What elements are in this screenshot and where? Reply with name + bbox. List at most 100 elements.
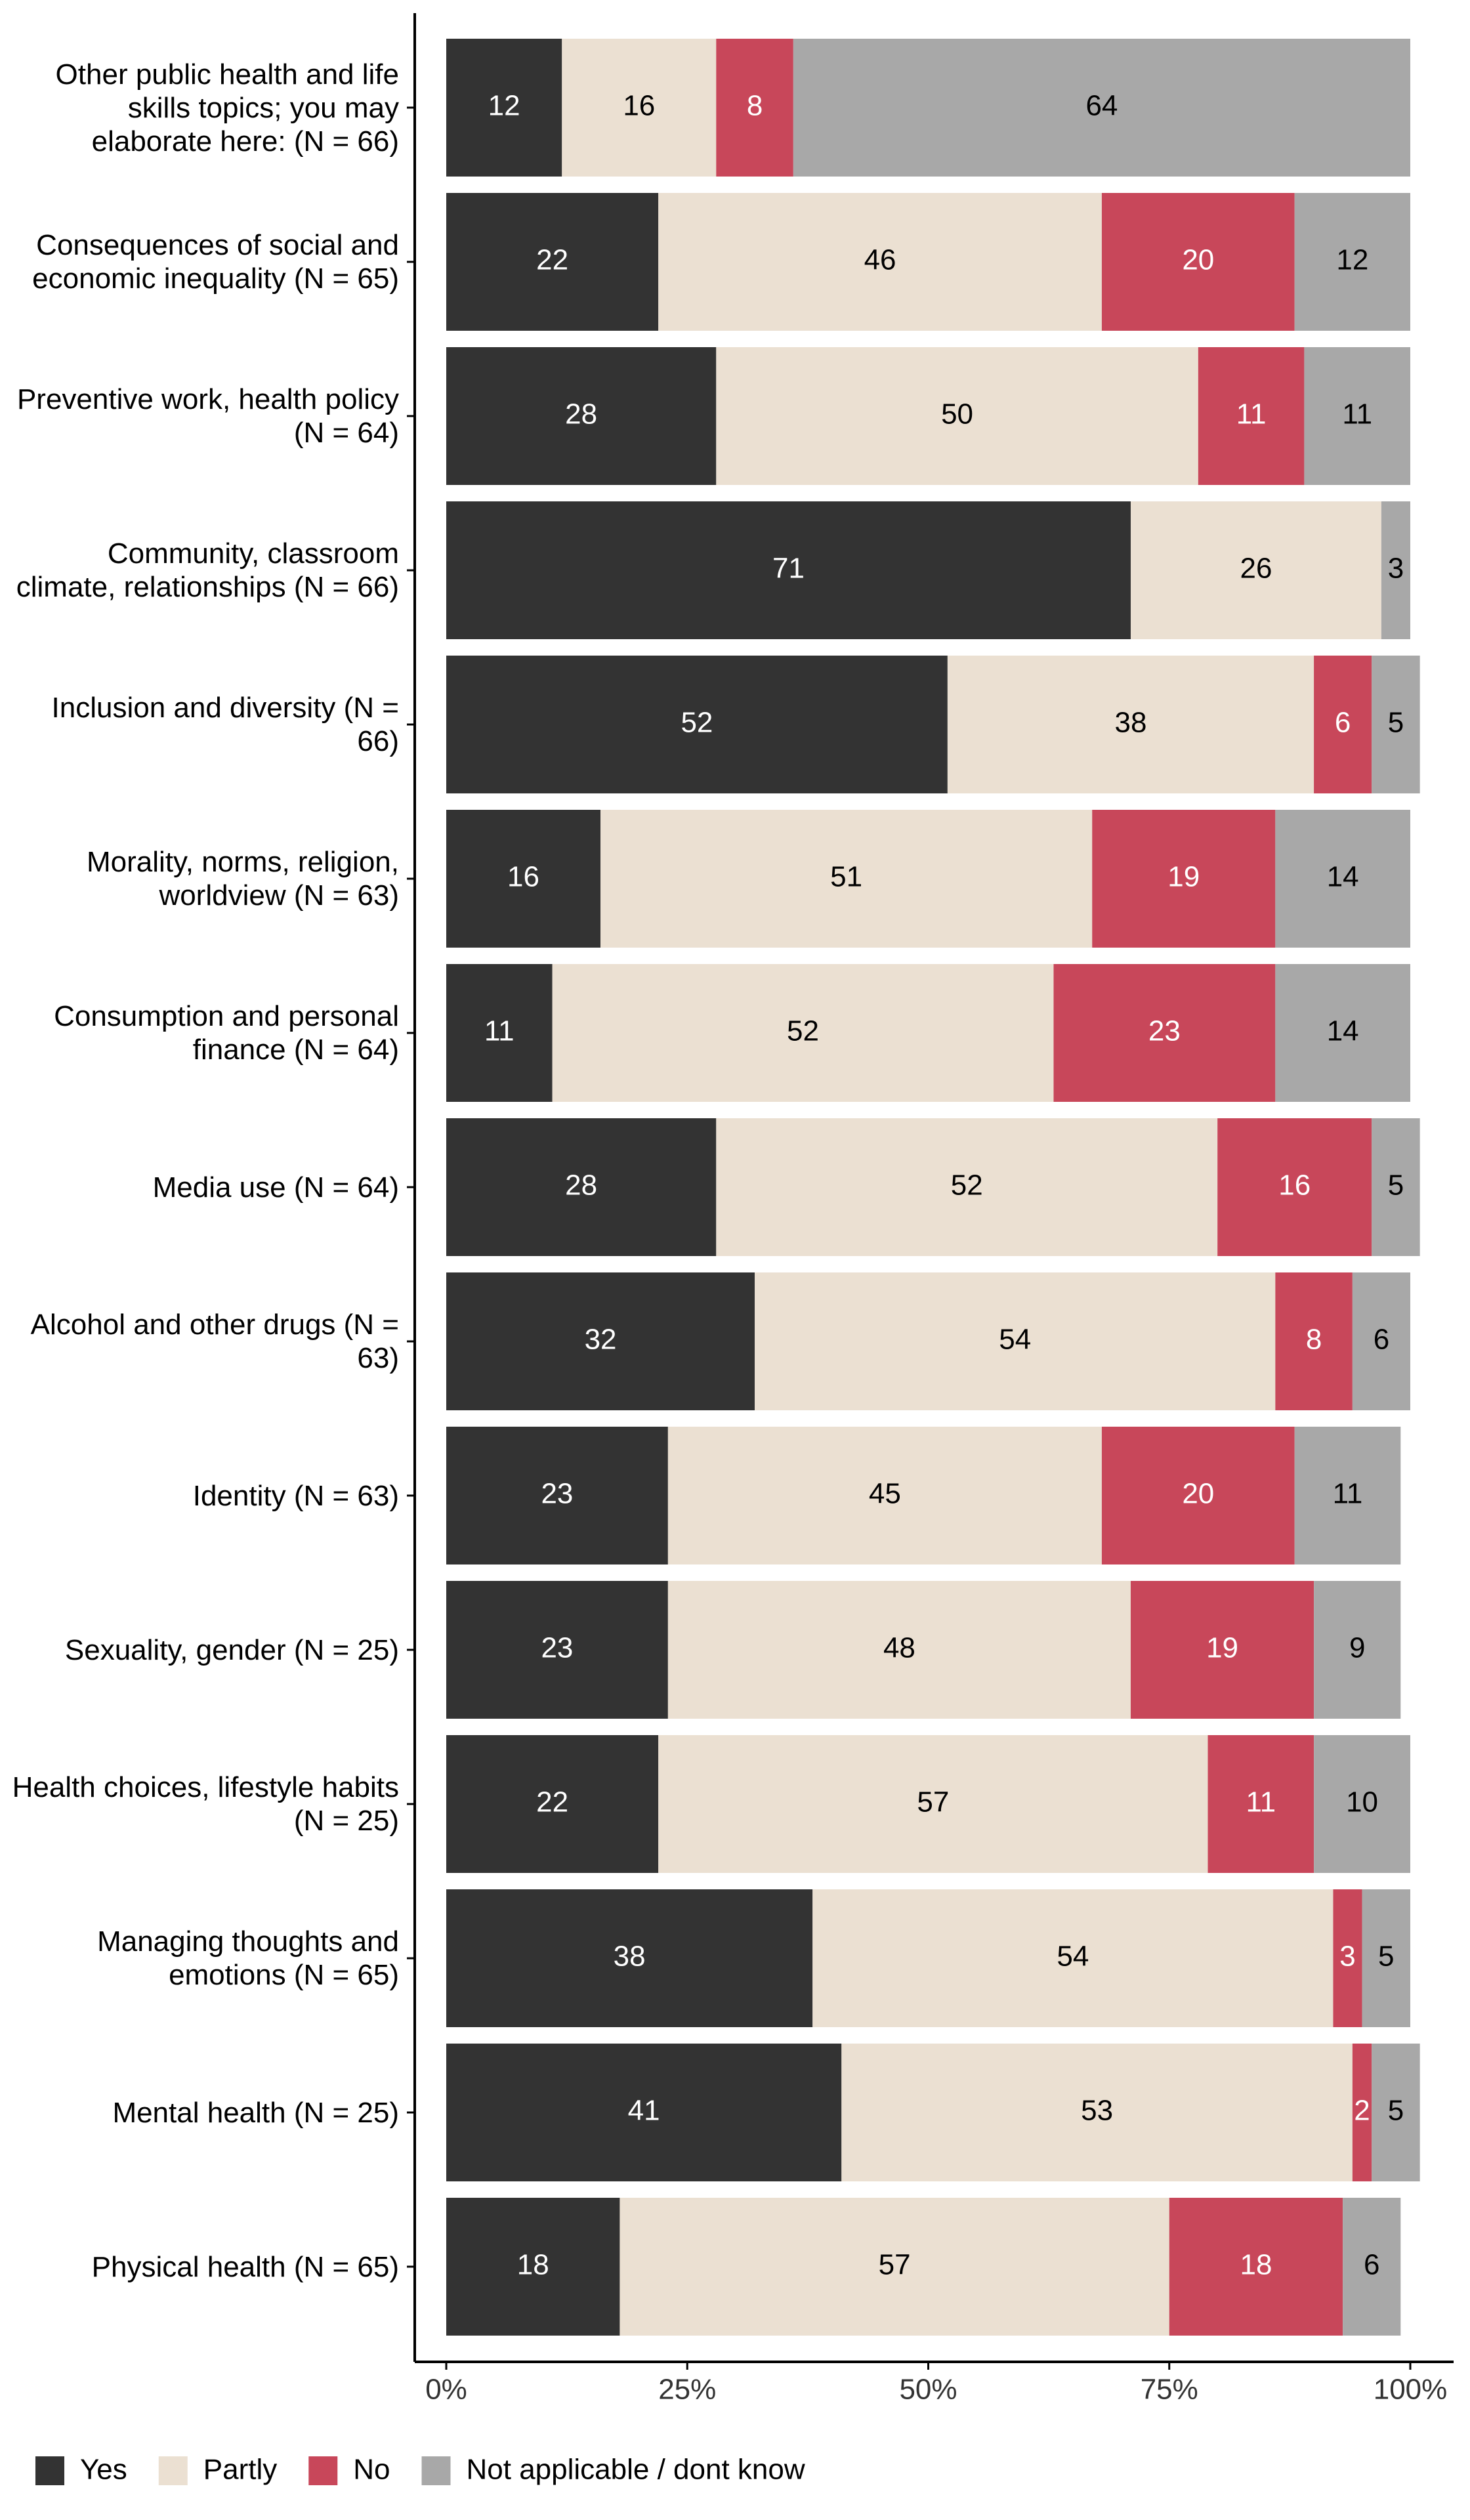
legend-label: Not applicable / dont know	[467, 2454, 805, 2486]
data-label: 11	[1342, 398, 1372, 430]
data-label: 8	[1306, 1324, 1322, 1356]
x-tick-label: 50%	[899, 2374, 957, 2406]
bar-segment	[1198, 347, 1305, 485]
data-label: 50	[941, 398, 973, 430]
bar-segment	[1304, 347, 1410, 485]
legend-swatch	[158, 2456, 188, 2485]
bar-segment	[1275, 964, 1410, 1102]
bar-segment	[1381, 501, 1410, 639]
legend-swatch	[421, 2456, 451, 2485]
data-label: 11	[1333, 1478, 1363, 1510]
bar-segment	[446, 2044, 842, 2181]
bar-segment	[716, 347, 1198, 485]
data-label: 6	[1364, 2249, 1379, 2281]
legend-label: Partly	[203, 2454, 277, 2486]
bar-segment	[446, 964, 553, 1102]
data-label: 28	[565, 398, 597, 430]
bar-segment	[446, 193, 659, 331]
y-tick-label: Health choices, lifestyle habits (N = 25…	[12, 1771, 399, 1837]
data-label: 22	[536, 244, 568, 276]
data-label: 8	[747, 90, 763, 122]
y-tick-label: Identity (N = 63)	[192, 1479, 399, 1512]
legend-label: No	[353, 2454, 390, 2486]
bar-segment	[446, 347, 717, 485]
data-label: 64	[1085, 90, 1118, 122]
data-label: 54	[999, 1324, 1031, 1356]
bar-segment	[1169, 2198, 1343, 2336]
data-label: 38	[614, 1941, 646, 1973]
bar-segment	[667, 1427, 1102, 1564]
y-tick-label: Media use (N = 64)	[152, 1171, 399, 1204]
data-label: 12	[488, 90, 520, 122]
data-label: 23	[541, 1632, 573, 1664]
data-label: 71	[772, 553, 805, 585]
bar-segment	[947, 656, 1314, 793]
y-tick-label: Preventive work, health policy (N = 64)	[16, 383, 399, 449]
bar-segment	[446, 1427, 668, 1564]
bar-segment	[1343, 2198, 1401, 2336]
bar-segment	[1372, 656, 1420, 793]
bar-segment	[1314, 1581, 1401, 1719]
bar-segment	[658, 1735, 1208, 1873]
bar-segment	[716, 39, 793, 177]
data-label: 41	[628, 2095, 660, 2127]
data-label: 32	[585, 1324, 617, 1356]
data-label: 5	[1388, 1169, 1404, 1202]
data-label: 57	[917, 1786, 949, 1818]
bar-segment	[755, 1272, 1276, 1410]
data-label: 9	[1349, 1632, 1365, 1664]
bar-segment	[446, 810, 601, 948]
data-label: 28	[565, 1169, 597, 1202]
data-label: 22	[536, 1786, 568, 1818]
bar-segment	[1053, 964, 1276, 1102]
data-label: 57	[879, 2249, 911, 2281]
legend-swatch	[35, 2456, 64, 2485]
data-label: 45	[869, 1478, 901, 1510]
y-tick-label: Consumption and personal finance (N = 64…	[54, 1000, 399, 1066]
bar-segment	[841, 2044, 1353, 2181]
data-label: 5	[1378, 1941, 1394, 1973]
data-label: 3	[1388, 553, 1404, 585]
data-label: 18	[517, 2249, 549, 2281]
bar-segment	[793, 39, 1410, 177]
bar-segment	[1275, 810, 1410, 948]
bar-segment	[1333, 1889, 1362, 2027]
data-label: 16	[623, 90, 655, 122]
bar-segment	[1208, 1735, 1314, 1873]
bar-segment	[1372, 2044, 1420, 2181]
data-label: 53	[1081, 2095, 1113, 2127]
data-label: 5	[1388, 2095, 1404, 2127]
bar-segment	[446, 2198, 620, 2336]
y-tick-label: Inclusion and diversity (N = 66)	[51, 692, 399, 757]
bar-segment	[1130, 1581, 1314, 1719]
bar-segment	[446, 1889, 813, 2027]
data-label: 51	[830, 861, 862, 893]
y-tick-label: Mental health (N = 25)	[112, 2096, 399, 2129]
bar-segment	[1092, 810, 1276, 948]
data-label: 14	[1327, 861, 1359, 893]
data-label: 19	[1206, 1632, 1238, 1664]
bar-segment	[1101, 193, 1295, 331]
legend-swatch	[308, 2456, 338, 2485]
bar-segment	[620, 2198, 1169, 2336]
data-label: 12	[1336, 244, 1368, 276]
data-label: 11	[484, 1015, 514, 1047]
data-label: 16	[507, 861, 539, 893]
data-label: 2	[1354, 2095, 1370, 2127]
bar-segment	[1314, 1735, 1410, 1873]
data-label: 11	[1236, 398, 1267, 430]
bar-segment	[446, 1581, 668, 1719]
data-label: 26	[1240, 553, 1272, 585]
data-label: 52	[951, 1169, 983, 1202]
bar-segment	[716, 1118, 1218, 1256]
x-tick-label: 0%	[425, 2374, 467, 2406]
data-label: 23	[1148, 1015, 1181, 1047]
y-tick-label: Managing thoughts and emotions (N = 65)	[97, 1925, 399, 1991]
x-tick-label: 25%	[658, 2374, 716, 2406]
y-tick-label: Physical health (N = 65)	[91, 2250, 399, 2283]
y-tick-label: Sexuality, gender (N = 25)	[64, 1633, 399, 1666]
data-label: 11	[1246, 1786, 1276, 1818]
data-label: 38	[1115, 707, 1147, 739]
data-label: 10	[1346, 1786, 1378, 1818]
